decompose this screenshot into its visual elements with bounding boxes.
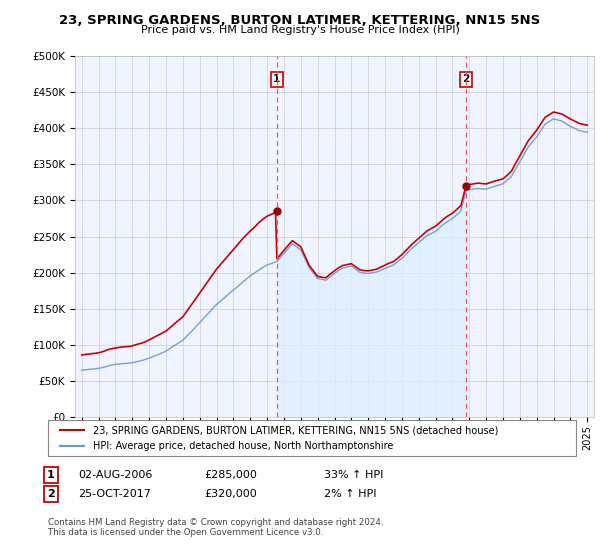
Text: 23, SPRING GARDENS, BURTON LATIMER, KETTERING, NN15 5NS: 23, SPRING GARDENS, BURTON LATIMER, KETT…	[59, 14, 541, 27]
Text: HPI: Average price, detached house, North Northamptonshire: HPI: Average price, detached house, Nort…	[93, 441, 394, 451]
Text: 2: 2	[463, 74, 470, 84]
Text: 02-AUG-2006: 02-AUG-2006	[78, 470, 152, 480]
Text: Price paid vs. HM Land Registry's House Price Index (HPI): Price paid vs. HM Land Registry's House …	[140, 25, 460, 35]
Text: 2: 2	[47, 489, 55, 499]
Text: 2% ↑ HPI: 2% ↑ HPI	[324, 489, 377, 499]
Text: 1: 1	[47, 470, 55, 480]
Text: 23, SPRING GARDENS, BURTON LATIMER, KETTERING, NN15 5NS (detached house): 23, SPRING GARDENS, BURTON LATIMER, KETT…	[93, 425, 499, 435]
Text: £285,000: £285,000	[204, 470, 257, 480]
Text: 33% ↑ HPI: 33% ↑ HPI	[324, 470, 383, 480]
Text: 1: 1	[273, 74, 280, 84]
Text: Contains HM Land Registry data © Crown copyright and database right 2024.
This d: Contains HM Land Registry data © Crown c…	[48, 518, 383, 538]
Text: 25-OCT-2017: 25-OCT-2017	[78, 489, 151, 499]
Text: £320,000: £320,000	[204, 489, 257, 499]
